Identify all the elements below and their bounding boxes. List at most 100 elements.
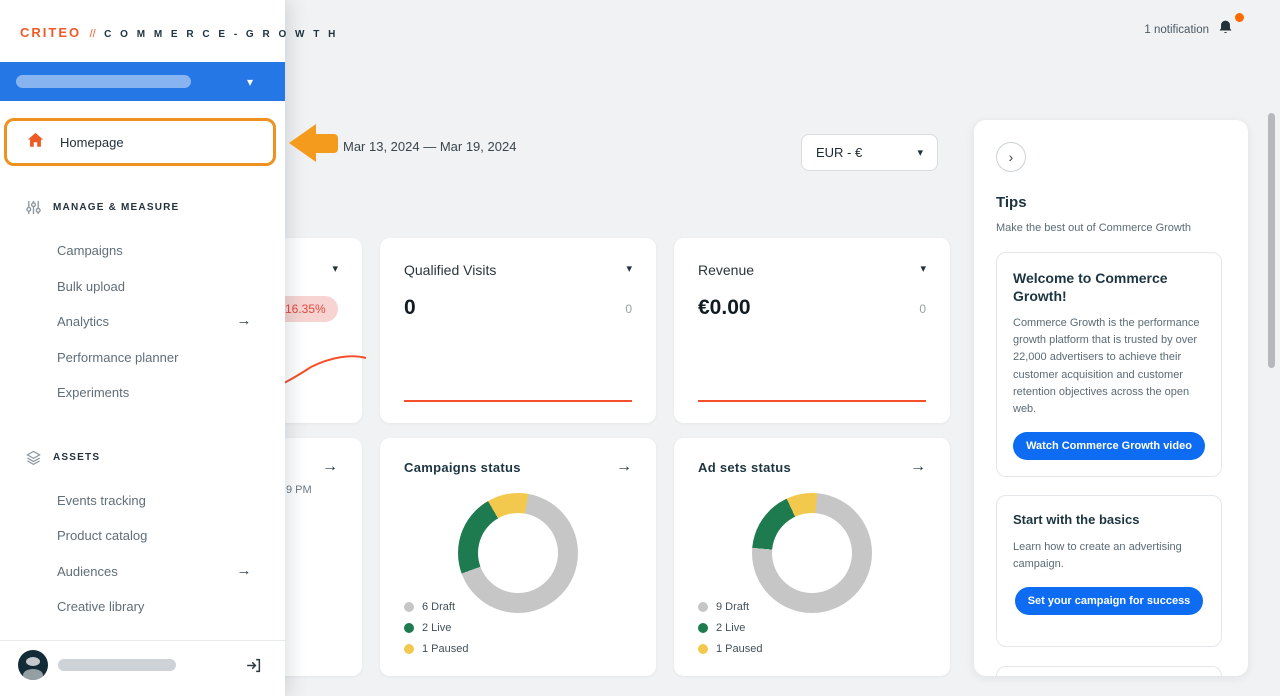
logo-separator: // xyxy=(89,28,96,40)
sidebar-item-label: Creative library xyxy=(57,598,145,614)
sidebar-item-homepage[interactable]: Homepage xyxy=(4,118,276,166)
date-range-label: Mar 13, 2024 — Mar 19, 2024 xyxy=(343,139,517,154)
campaigns-donut-chart xyxy=(458,493,578,613)
arrow-right-icon[interactable]: → xyxy=(910,458,926,475)
logo-brand-text: CRITEO xyxy=(20,25,82,40)
card-title: Campaigns status xyxy=(404,460,521,475)
tip-card-welcome: Welcome to Commerce Growth! Commerce Gro… xyxy=(996,252,1222,477)
revenue-card: Revenue ▾ €0.00 0 xyxy=(674,238,950,423)
live-dot-icon xyxy=(404,622,414,633)
draft-dot-icon xyxy=(698,601,708,612)
legend-label: 2 Live xyxy=(422,621,452,634)
app-logo: CRITEO // C O M M E R C E - G R O W T H xyxy=(20,24,338,42)
change-percentage: -16.35% xyxy=(281,302,326,316)
campaigns-status-card: Campaigns status → 6 Draft 2 Live 1 Paus… xyxy=(380,438,656,676)
legend-label: 1 Paused xyxy=(716,642,763,655)
legend-label: 6 Draft xyxy=(422,600,456,613)
sidebar-item-audiences[interactable]: Audiences xyxy=(57,559,257,583)
sidebar-item-events-tracking[interactable]: Events tracking xyxy=(57,488,257,512)
chevron-down-icon: ▾ xyxy=(246,74,253,89)
legend-item: 2 Live xyxy=(698,617,762,638)
section-header-manage: MANAGE & MEASURE xyxy=(26,200,179,215)
user-avatar xyxy=(18,650,48,680)
sidebar-item-creative-library[interactable]: Creative library xyxy=(57,594,257,618)
sidebar: CRITEO // C O M M E R C E - G R O W T H … xyxy=(0,0,335,696)
chevron-down-icon[interactable]: ▾ xyxy=(332,263,338,275)
tip-card-partial xyxy=(996,666,1222,676)
chevron-down-icon: ▾ xyxy=(917,147,923,159)
schedule-time-remnant: 9 PM xyxy=(286,484,312,496)
tip-body: Commerce Growth is the performance growt… xyxy=(1013,317,1200,415)
arrow-right-icon[interactable]: → xyxy=(236,312,252,329)
card-title: Revenue xyxy=(698,262,755,278)
sidebar-item-performance-planner[interactable]: Performance planner xyxy=(57,345,257,369)
metric-secondary-value: 0 xyxy=(919,302,926,316)
sidebar-item-label: Homepage xyxy=(60,134,124,150)
notification-label: 1 notification xyxy=(1144,24,1209,36)
metric-value: €0.00 xyxy=(698,296,751,319)
metric-trend-line xyxy=(698,400,926,402)
legend-item: 9 Draft xyxy=(698,596,762,617)
draft-dot-icon xyxy=(404,601,414,612)
sidebar-item-campaigns[interactable]: Campaigns xyxy=(57,238,257,262)
section-label: ASSETS xyxy=(53,452,101,463)
sidebar-item-bulk-upload[interactable]: Bulk upload xyxy=(57,274,257,298)
card-title: Qualified Visits xyxy=(404,262,497,278)
notification-area[interactable]: 1 notification xyxy=(1144,19,1234,41)
logo-product-text: C O M M E R C E - G R O W T H xyxy=(104,29,339,40)
tip-card-basics: Start with the basics Learn how to creat… xyxy=(996,495,1222,647)
legend-label: 2 Live xyxy=(716,621,746,634)
arrow-right-icon[interactable]: → xyxy=(322,458,338,475)
collapse-panel-button[interactable]: › xyxy=(996,142,1026,172)
chevron-down-icon[interactable]: ▾ xyxy=(920,263,926,275)
legend-item: 1 Paused xyxy=(698,638,762,659)
legend-item: 1 Paused xyxy=(404,638,468,659)
account-selector[interactable]: ▾ xyxy=(0,62,285,101)
sidebar-item-label: Bulk upload xyxy=(57,278,125,294)
legend-label: 1 Paused xyxy=(422,642,469,655)
arrow-right-icon[interactable]: → xyxy=(236,562,252,579)
sidebar-item-label: Analytics xyxy=(57,313,110,329)
metric-trend-line xyxy=(404,400,632,402)
username-redacted xyxy=(58,659,176,671)
sliders-icon xyxy=(26,200,41,215)
watch-video-button[interactable]: Watch Commerce Growth video xyxy=(1013,431,1205,460)
chevron-down-icon[interactable]: ▾ xyxy=(626,263,632,275)
live-dot-icon xyxy=(698,622,708,633)
pointer-annotation xyxy=(289,123,349,163)
sidebar-item-experiments[interactable]: Experiments xyxy=(57,380,257,404)
set-campaign-button[interactable]: Set your campaign for success xyxy=(1014,586,1204,615)
pointer-arrow-head xyxy=(289,124,316,162)
logout-icon[interactable] xyxy=(241,653,265,677)
tips-title: Tips xyxy=(996,194,1027,211)
legend-item: 6 Draft xyxy=(404,596,468,617)
ad-sets-donut-chart xyxy=(752,493,872,613)
currency-value: EUR - € xyxy=(816,145,863,160)
qualified-visits-card: Qualified Visits ▾ 0 0 xyxy=(380,238,656,423)
paused-dot-icon xyxy=(404,643,414,654)
card-title: Ad sets status xyxy=(698,460,792,475)
arrow-right-icon[interactable]: → xyxy=(616,458,632,475)
section-header-assets: ASSETS xyxy=(26,450,100,465)
metric-secondary-value: 0 xyxy=(625,302,632,316)
section-label: MANAGE & MEASURE xyxy=(53,202,180,213)
sidebar-item-product-catalog[interactable]: Product catalog xyxy=(57,523,257,547)
legend-item: 2 Live xyxy=(404,617,468,638)
vertical-scrollbar[interactable] xyxy=(1268,113,1275,368)
pointer-arrow-tail xyxy=(312,134,338,153)
home-icon xyxy=(27,132,44,153)
tips-subtitle: Make the best out of Commerce Growth xyxy=(996,222,1192,234)
legend: 6 Draft 2 Live 1 Paused xyxy=(404,596,468,659)
notification-dot xyxy=(1235,13,1244,22)
legend-label: 9 Draft xyxy=(716,600,750,613)
layers-icon xyxy=(26,450,41,465)
sidebar-item-label: Experiments xyxy=(57,384,130,400)
legend: 9 Draft 2 Live 1 Paused xyxy=(698,596,762,659)
sidebar-item-label: Events tracking xyxy=(57,492,146,508)
currency-select[interactable]: EUR - € ▾ xyxy=(801,134,938,171)
bell-icon[interactable] xyxy=(1217,19,1234,41)
sidebar-item-analytics[interactable]: Analytics xyxy=(57,309,257,333)
divider xyxy=(0,640,285,641)
sidebar-item-label: Product catalog xyxy=(57,527,148,543)
